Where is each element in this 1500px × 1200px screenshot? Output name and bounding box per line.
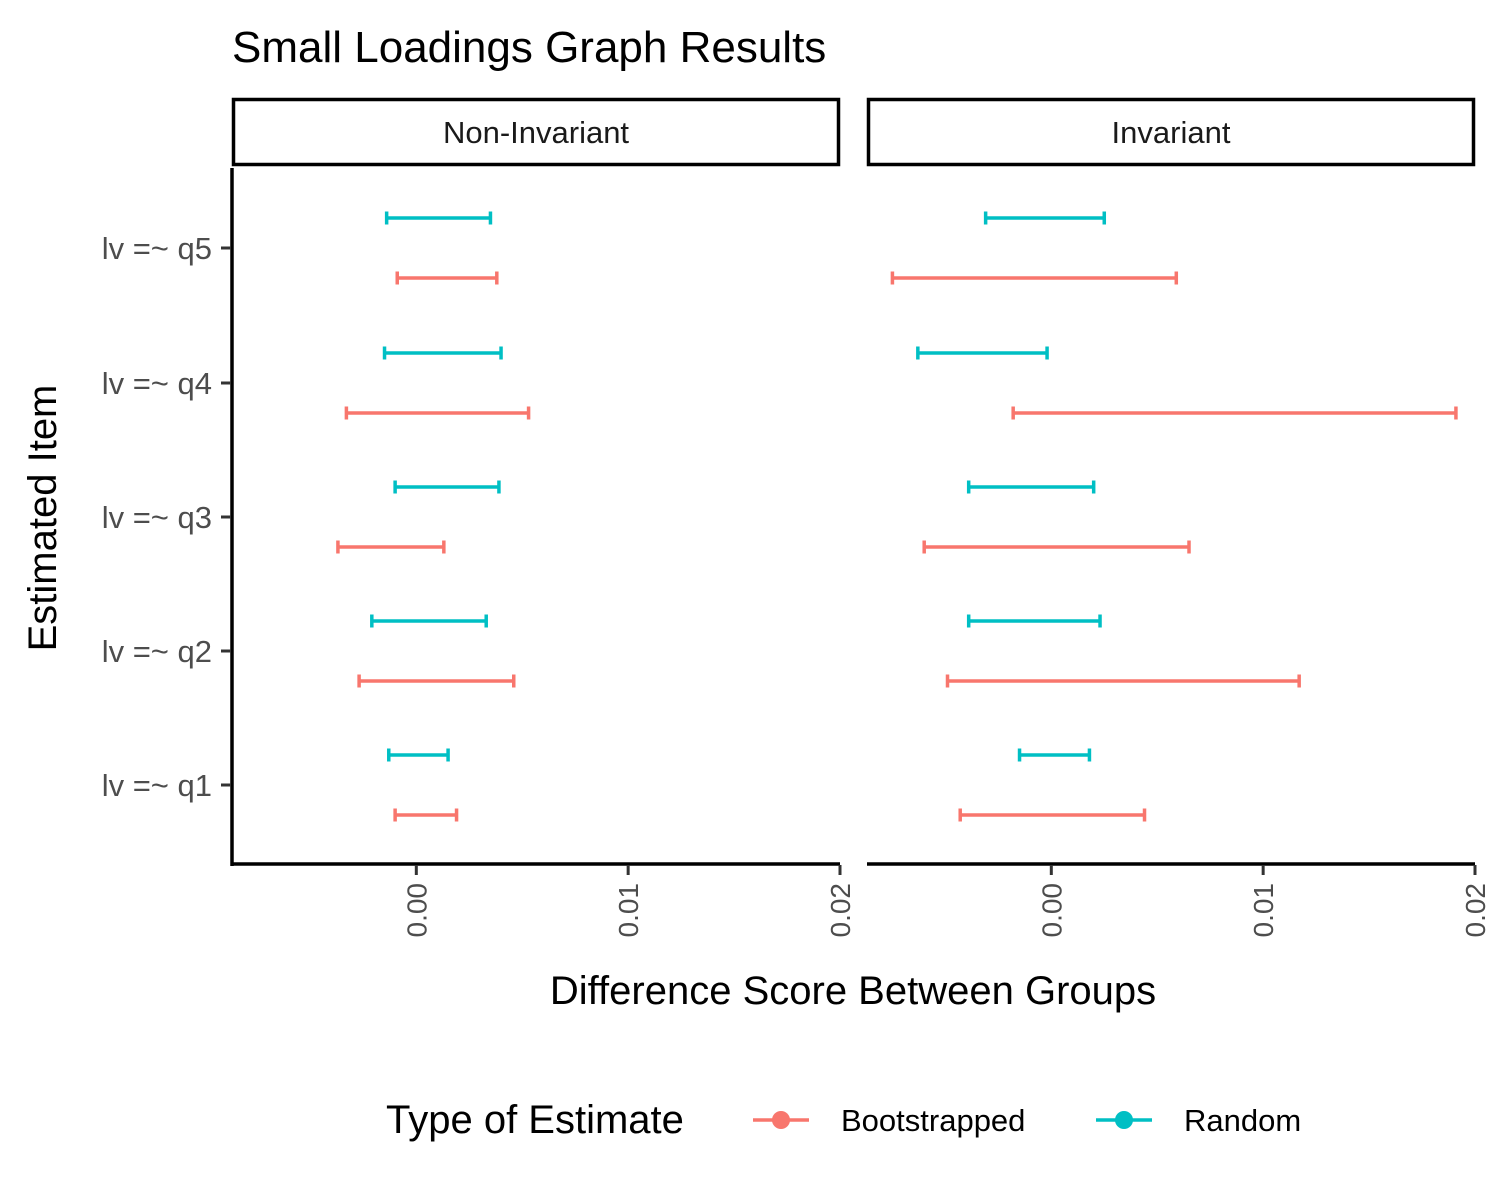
facet-strip-label: Non-Invariant [443,115,629,150]
errorbar-bootstrapped [395,271,499,285]
errorbar-bootstrapped [958,808,1147,822]
chart-title: Small Loadings Graph Results [232,23,826,72]
errorbar-random [966,480,1096,494]
x-tick-label: 0.01 [613,883,644,938]
errorbar-random [393,480,501,494]
legend-swatch-point [772,1111,790,1129]
errorbar-bootstrapped [344,406,531,420]
facet-strip [866,97,1476,167]
x-tick-label: 0.00 [1036,883,1067,938]
legend-title: Type of Estimate [386,1098,684,1142]
legend-key-bootstrapped: Bootstrapped [753,1103,1025,1138]
y-tick-label: lv =~ q3 [102,500,212,535]
x-tick-label: 0.00 [401,883,432,938]
errorbar-random [983,211,1107,225]
errorbar-random [1017,748,1092,762]
y-tick-label: lv =~ q2 [102,634,212,669]
errorbar-random [382,346,503,360]
legend-label: Random [1184,1103,1301,1138]
errorbar-bootstrapped [945,674,1301,688]
errorbar-random [966,614,1102,628]
errorbar-bootstrapped [357,674,516,688]
y-axis-title: Estimated Item [21,385,65,652]
y-tick-label: lv =~ q5 [102,231,212,266]
errorbar-bootstrapped [393,808,459,822]
panel-invariant: Invariant 0.00 0.01 0.02 [866,97,1491,938]
y-tick-label: lv =~ q4 [102,366,212,401]
x-tick-label: 0.02 [825,883,856,938]
facet-panels: Non-Invariant 0.00 0.01 0.02 Invariant 0.00 0.… [102,97,1491,938]
errorbar-bootstrapped [1011,406,1458,420]
errorbar-random [370,614,488,628]
panel-non-invariant: Non-Invariant 0.00 0.01 0.02 [231,97,856,938]
errorbar-bootstrapped [890,271,1179,285]
y-axis: lv =~ q1 lv =~ q2 lv =~ q3 lv =~ q4 lv =~ q5 [102,168,234,866]
errorbar-random [916,346,1049,360]
legend: Type of Estimate Bootstrapped Random [386,1098,1301,1142]
facet-strip [231,97,841,167]
legend-label: Bootstrapped [841,1103,1025,1138]
legend-key-random: Random [1096,1103,1301,1138]
errorbar-random [387,748,450,762]
facet-strip-label: Invariant [1112,115,1231,150]
x-tick-label: 0.02 [1460,883,1491,938]
x-tick-label: 0.01 [1248,883,1279,938]
y-tick-label: lv =~ q1 [102,768,212,803]
legend-keys: Bootstrapped Random [753,1103,1301,1138]
errorbar-random [384,211,493,225]
x-axis-title: Difference Score Between Groups [550,969,1156,1013]
errorbar-bootstrapped [336,540,446,554]
legend-swatch-point [1115,1111,1133,1129]
errorbar-bootstrapped [922,540,1191,554]
